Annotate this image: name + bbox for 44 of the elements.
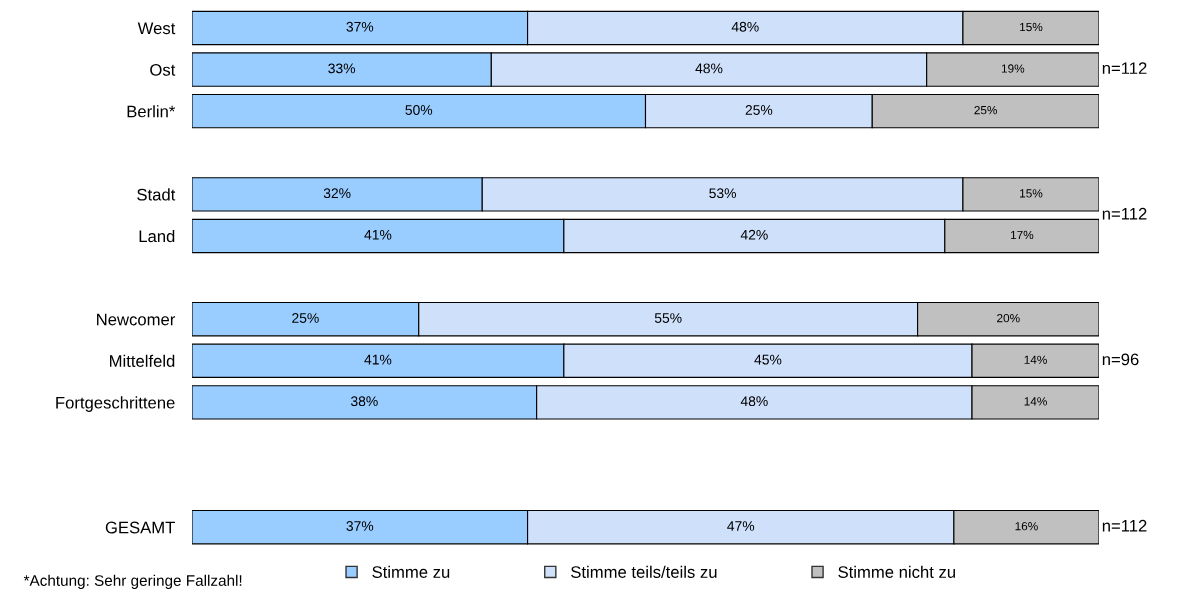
data-label: 33% (328, 63, 356, 74)
data-label: 41% (364, 354, 392, 365)
data-label: 41% (364, 229, 392, 240)
text: n=112 (1102, 519, 1147, 532)
y-tick-label: GESAMT (105, 521, 175, 534)
data-label: 37% (346, 521, 374, 531)
data-label: 48% (731, 21, 759, 32)
data-label: 25% (974, 105, 998, 115)
y-tick-label: West (137, 22, 176, 35)
data-label: 20% (997, 313, 1020, 323)
y-tick-label: Newcomer (97, 313, 176, 326)
data-label: 48% (695, 63, 723, 74)
legend-label: Stimme nicht zu (838, 565, 955, 578)
legend-label: Stimme teils/teils zu (571, 565, 717, 578)
data-label: 53% (709, 188, 736, 199)
data-label: 14% (1024, 397, 1047, 406)
data-label: 37% (346, 21, 374, 32)
y-tick-label: Land (139, 229, 175, 243)
data-label: 48% (740, 396, 768, 407)
y-tick-label: Stadt (137, 188, 176, 201)
data-label: 15% (1020, 22, 1043, 32)
text: n=96 (1102, 353, 1139, 366)
text: n=112 (1102, 62, 1147, 74)
data-label: 38% (350, 396, 378, 407)
data-label: 14% (1024, 355, 1047, 364)
data-label: 25% (745, 105, 773, 115)
y-tick-label: Ost (150, 63, 176, 76)
data-label: 55% (654, 313, 682, 323)
data-label: 32% (323, 188, 351, 199)
data-label: 50% (405, 105, 433, 115)
text: *Achtung: Sehr geringe Fallzahl! (23, 574, 242, 589)
text: n=112 (1102, 207, 1147, 220)
data-label: 42% (740, 229, 768, 240)
y-tick-label: Berlin* (127, 105, 176, 118)
data-label: 17% (1010, 230, 1034, 240)
y-tick-label: Mittelfeld (110, 354, 175, 367)
data-label: 19% (1001, 64, 1025, 73)
legend-label: Stimme zu (372, 565, 450, 578)
data-label: 16% (1015, 522, 1038, 531)
y-tick-label: Fortgeschrittene (56, 396, 175, 412)
data-label: 15% (1020, 189, 1043, 198)
data-label: 25% (292, 313, 319, 323)
data-label: 47% (727, 521, 755, 531)
data-label: 45% (754, 354, 782, 365)
